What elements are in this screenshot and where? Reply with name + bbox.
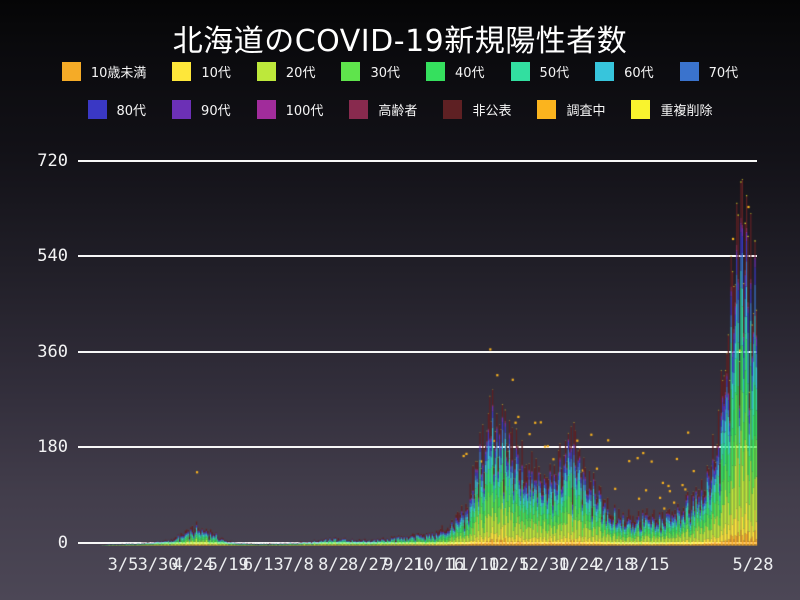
legend-label: 90代: [201, 104, 231, 119]
x-tick-label-8-27: 8/27: [348, 555, 390, 575]
x-tick-label-3-15: 3/15: [628, 555, 670, 575]
legend-swatch-20s: [256, 62, 276, 81]
legend-label: 30代: [370, 66, 400, 81]
legend-item-60s: 60代: [595, 62, 654, 81]
legend-label: 重複削除: [660, 104, 713, 119]
legend-label: 60代: [624, 66, 654, 81]
x-tick-label-6-13: 6/13: [242, 555, 284, 575]
y-tick-label-360: 360: [37, 341, 68, 362]
legend-item-90s: 90代: [172, 100, 231, 119]
legend-label: 50代: [539, 66, 570, 81]
x-tick-label-7-8: 7/8: [283, 555, 314, 575]
x-tick-label-12-30: 12/30: [518, 555, 570, 575]
legend-item-elderly: 高齢者: [349, 100, 417, 119]
x-tick-label-1-24: 1/24: [558, 555, 600, 575]
legend-swatch-40s: [426, 62, 445, 81]
legend-item-70s: 70代: [679, 62, 739, 81]
legend-label: 非公表: [472, 104, 512, 119]
legend-item-80s: 80代: [87, 100, 147, 119]
x-tick-label-11-10: 11/10: [448, 555, 500, 575]
legend-item-duplicates-removed: 重複削除: [631, 100, 712, 119]
y-tick-label-540: 540: [37, 246, 68, 266]
legend-label: 40代: [455, 66, 485, 81]
legend-item-100s: 100代: [256, 100, 324, 119]
legend-label: 80代: [116, 104, 147, 119]
legend-swatch-under-investigation: [537, 100, 557, 119]
x-tick-label-5-28: 5/28: [732, 555, 774, 575]
legend-item-20s: 20代: [256, 62, 316, 81]
legend-label: 10代: [201, 66, 231, 81]
legend-row-2: 80代 90代 100代 高齢者 非公表 調査中 重複削除: [0, 100, 800, 119]
legend-swatch-duplicates-removed: [631, 100, 651, 119]
legend-label: 10歳未満: [90, 66, 147, 81]
legend-label: 高齢者: [378, 104, 418, 119]
x-tick-label-12-5: 12/5: [488, 555, 530, 575]
legend-swatch-elderly: [349, 100, 369, 119]
x-tick-label-3-5: 3/5: [107, 555, 139, 575]
legend-item-30s: 30代: [341, 62, 400, 81]
legend-swatch-10s: [172, 62, 192, 81]
legend-swatch-80s: [87, 100, 107, 119]
x-tick-label-4-24: 4/24: [172, 555, 214, 575]
y-tick-label-0: 0: [57, 532, 68, 553]
legend-swatch-90s: [172, 100, 192, 119]
legend-item-50s: 50代: [510, 62, 570, 81]
legend-swatch-100s: [256, 100, 276, 119]
legend-item-40s: 40代: [426, 62, 485, 81]
x-tick-label-2-18: 2/18: [593, 555, 635, 575]
legend-label: 20代: [285, 66, 316, 81]
x-tick-label-9-21: 9/21: [383, 555, 425, 575]
legend-swatch-60s: [595, 62, 615, 81]
x-tick-label-5-19: 5/19: [207, 555, 249, 575]
x-tick-label-8-2: 8/2: [318, 555, 349, 575]
legend-label: 70代: [708, 66, 739, 81]
legend-swatch-undisclosed: [443, 100, 463, 119]
legend-row-1: 10歳未満 10代 20代 30代 40代 50代 60代 70代: [0, 62, 800, 81]
legend-item-under-10: 10歳未満: [61, 62, 147, 81]
legend-label: 100代: [285, 104, 324, 119]
x-tick-label-3-30: 3/30: [137, 555, 179, 575]
legend-swatch-50s: [510, 62, 530, 81]
y-tick-label-720: 720: [37, 150, 68, 171]
legend-item-10s: 10代: [172, 62, 231, 81]
legend-swatch-70s: [679, 62, 699, 81]
legend-label: 調査中: [566, 104, 606, 119]
stacked-bars-canvas: [78, 140, 758, 546]
legend-item-under-investigation: 調査中: [537, 100, 605, 119]
legend-item-undisclosed: 非公表: [443, 100, 511, 119]
y-tick-label-180: 180: [37, 437, 68, 457]
x-tick-label-10-16: 10/16: [413, 555, 465, 575]
chart-title: 北海道のCOVID-19新規陽性者数: [172, 24, 628, 59]
legend-swatch-under-10: [61, 62, 81, 81]
legend-swatch-30s: [341, 62, 361, 81]
